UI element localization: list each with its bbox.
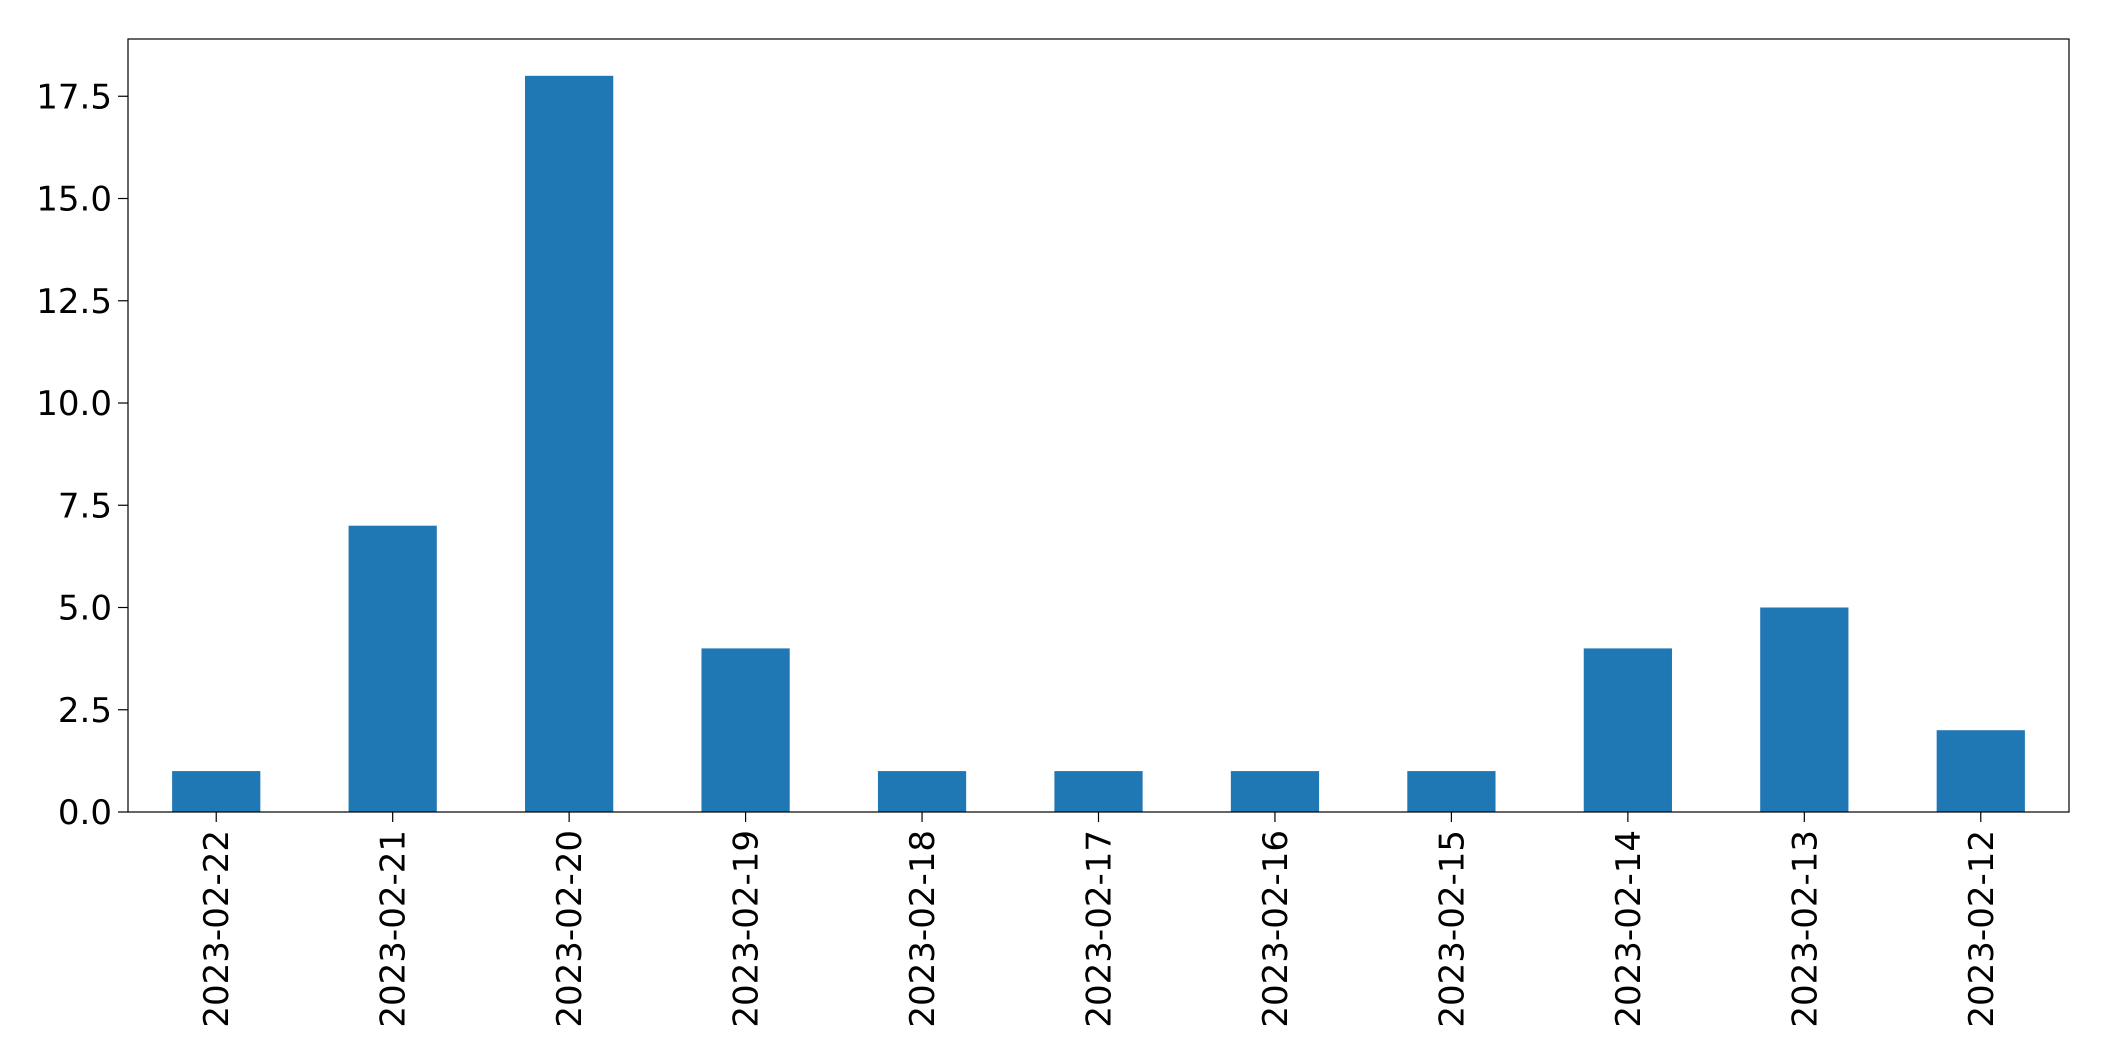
x-tick-label: 2023-02-20 <box>550 830 590 1028</box>
y-tick-label: 15.0 <box>36 180 112 220</box>
bars-layer <box>172 75 2025 812</box>
x-tick-label: 2023-02-22 <box>197 830 237 1028</box>
x-tick-label: 2023-02-13 <box>1785 830 1825 1028</box>
bar-2023-02-22 <box>172 771 261 812</box>
y-tick-label: 7.5 <box>58 486 112 526</box>
x-tick-label: 2023-02-21 <box>374 830 414 1028</box>
x-tick-label: 2023-02-14 <box>1609 830 1649 1028</box>
x-tick-label: 2023-02-12 <box>1962 830 2002 1028</box>
bar-2023-02-17 <box>1054 771 1143 812</box>
bar-2023-02-16 <box>1230 771 1320 812</box>
x-tick-label: 2023-02-19 <box>727 830 767 1028</box>
bar-2023-02-21 <box>348 525 437 812</box>
x-tick-label: 2023-02-17 <box>1080 830 1120 1028</box>
y-tick-label: 5.0 <box>58 589 112 629</box>
y-tick-label: 10.0 <box>36 384 112 424</box>
y-axis: 0.0 2.5 5.0 7.5 10.0 12.5 15.0 17.5 <box>36 77 128 833</box>
bar-2023-02-15 <box>1407 771 1496 812</box>
bar-2023-02-18 <box>877 771 967 812</box>
bar-2023-02-19 <box>701 648 790 812</box>
bar-2023-02-12 <box>1936 730 2025 812</box>
bar-2023-02-14 <box>1583 648 1672 812</box>
x-tick-label: 2023-02-15 <box>1432 830 1472 1028</box>
bar-2023-02-20 <box>525 75 614 812</box>
bar-2023-02-13 <box>1760 607 1849 812</box>
y-tick-label: 17.5 <box>36 77 112 117</box>
y-tick-label: 12.5 <box>36 282 112 322</box>
x-axis: 2023-02-22 2023-02-21 2023-02-20 2023-02-19… <box>197 812 2002 1028</box>
x-tick-label: 2023-02-18 <box>903 830 943 1028</box>
x-tick-label: 2023-02-16 <box>1256 830 1296 1028</box>
y-tick-label: 0.0 <box>58 793 112 833</box>
y-tick-label: 2.5 <box>58 691 112 731</box>
